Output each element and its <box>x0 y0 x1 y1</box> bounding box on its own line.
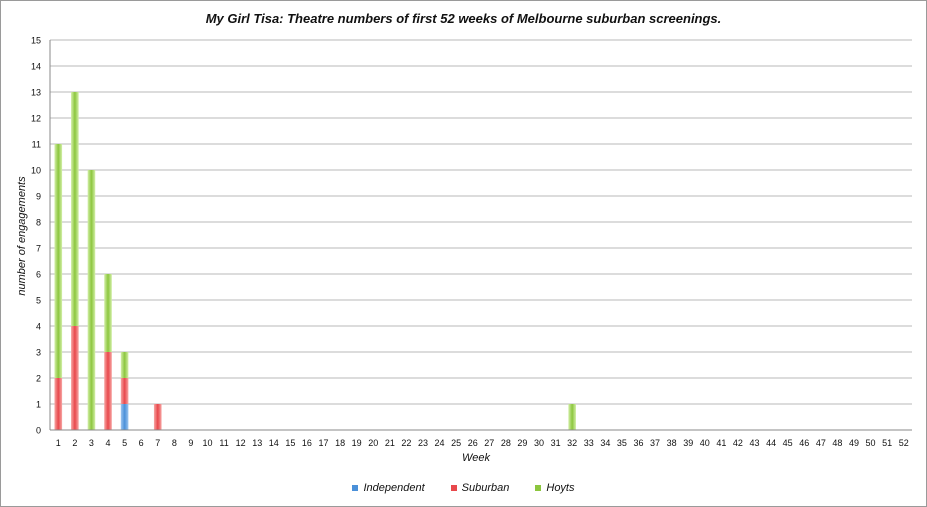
legend-swatch <box>450 485 457 491</box>
x-tick-label: 35 <box>617 438 627 448</box>
x-tick-label: 37 <box>650 438 660 448</box>
y-tick-label: 4 <box>36 322 41 332</box>
y-tick-label: 13 <box>31 88 41 98</box>
x-tick-label: 29 <box>517 438 527 448</box>
x-tick-label: 27 <box>484 438 494 448</box>
y-tick-label: 9 <box>36 192 41 202</box>
x-tick-label: 10 <box>202 438 212 448</box>
x-tick-label: 12 <box>236 438 246 448</box>
x-tick-label: 40 <box>700 438 710 448</box>
x-tick-label: 50 <box>866 438 876 448</box>
bar-hoyts-week-1 <box>54 144 63 378</box>
x-tick-label: 28 <box>501 438 511 448</box>
x-tick-label: 21 <box>385 438 395 448</box>
x-tick-label: 31 <box>551 438 561 448</box>
y-tick-label: 1 <box>36 400 41 410</box>
legend-label: Independent <box>363 482 425 494</box>
x-tick-label: 19 <box>352 438 362 448</box>
x-tick-label: 16 <box>302 438 312 448</box>
x-tick-label: 34 <box>600 438 610 448</box>
bar-suburban-week-2 <box>71 326 79 430</box>
x-tick-label: 4 <box>106 438 111 448</box>
y-tick-label: 3 <box>36 348 41 358</box>
x-tick-label: 7 <box>155 438 160 448</box>
bar-hoyts-week-4 <box>104 274 112 352</box>
x-tick-label: 52 <box>899 438 909 448</box>
bar-hoyts-week-2 <box>71 92 79 326</box>
x-tick-label: 24 <box>435 438 445 448</box>
y-tick-label: 2 <box>36 374 41 384</box>
x-tick-label: 15 <box>285 438 295 448</box>
legend-swatch <box>535 485 542 491</box>
y-tick-label: 11 <box>32 140 41 150</box>
x-tick-label: 8 <box>172 438 177 448</box>
y-tick-label: 14 <box>31 62 41 72</box>
x-tick-label: 14 <box>269 438 279 448</box>
legend-label: Suburban <box>461 482 510 494</box>
x-axis-label: Week <box>462 452 490 464</box>
x-tick-label: 30 <box>534 438 544 448</box>
x-tick-label: 51 <box>882 438 892 448</box>
x-tick-label: 42 <box>733 438 743 448</box>
y-tick-label: 15 <box>31 36 41 46</box>
x-tick-label: 44 <box>766 438 776 448</box>
legend-item-hoyts: Hoyts <box>535 482 575 494</box>
x-tick-label: 9 <box>188 438 193 448</box>
x-tick-label: 48 <box>832 438 842 448</box>
y-tick-label: 7 <box>36 244 41 254</box>
x-tick-label: 25 <box>451 438 461 448</box>
x-tick-label: 11 <box>219 438 228 448</box>
x-tick-label: 17 <box>319 438 329 448</box>
y-tick-label: 10 <box>31 166 41 176</box>
x-tick-label: 36 <box>633 438 643 448</box>
legend-item-suburban: Suburban <box>450 482 510 494</box>
bar-hoyts-week-3 <box>87 170 96 430</box>
bar-suburban-week-5 <box>120 378 129 404</box>
x-tick-label: 23 <box>418 438 428 448</box>
bar-independent-week-5 <box>120 404 129 430</box>
x-tick-label: 45 <box>783 438 793 448</box>
x-tick-label: 5 <box>122 438 127 448</box>
y-tick-label: 6 <box>36 270 41 280</box>
y-tick-label: 12 <box>31 114 41 124</box>
x-tick-label: 18 <box>335 438 345 448</box>
bar-hoyts-week-32 <box>568 404 576 430</box>
x-tick-label: 2 <box>72 438 77 448</box>
x-tick-label: 41 <box>716 438 726 448</box>
x-tick-label: 46 <box>799 438 809 448</box>
chart-title: My Girl Tisa: Theatre numbers of first 5… <box>205 11 722 26</box>
x-tick-label: 3 <box>89 438 94 448</box>
legend-item-independent: Independent <box>352 482 425 494</box>
x-tick-label: 38 <box>667 438 677 448</box>
bar-suburban-week-4 <box>104 352 112 430</box>
y-tick-label: 8 <box>36 218 41 228</box>
y-tick-label: 0 <box>36 426 41 436</box>
legend: Independent Suburban Hoyts <box>0 482 927 494</box>
bar-hoyts-week-5 <box>120 352 129 378</box>
x-tick-label: 47 <box>816 438 826 448</box>
x-tick-label: 32 <box>567 438 577 448</box>
x-tick-label: 26 <box>468 438 478 448</box>
x-tick-label: 1 <box>56 438 61 448</box>
bar-suburban-week-7 <box>153 404 162 430</box>
x-tick-label: 43 <box>750 438 760 448</box>
x-tick-label: 22 <box>401 438 411 448</box>
x-tick-label: 13 <box>252 438 262 448</box>
x-tick-label: 20 <box>368 438 378 448</box>
x-tick-label: 49 <box>849 438 859 448</box>
x-tick-label: 33 <box>584 438 594 448</box>
bar-suburban-week-1 <box>54 378 63 430</box>
y-tick-label: 5 <box>36 296 41 306</box>
legend-label: Hoyts <box>546 482 575 494</box>
legend-swatch <box>352 485 359 491</box>
x-tick-label: 6 <box>139 438 144 448</box>
x-tick-label: 39 <box>683 438 693 448</box>
